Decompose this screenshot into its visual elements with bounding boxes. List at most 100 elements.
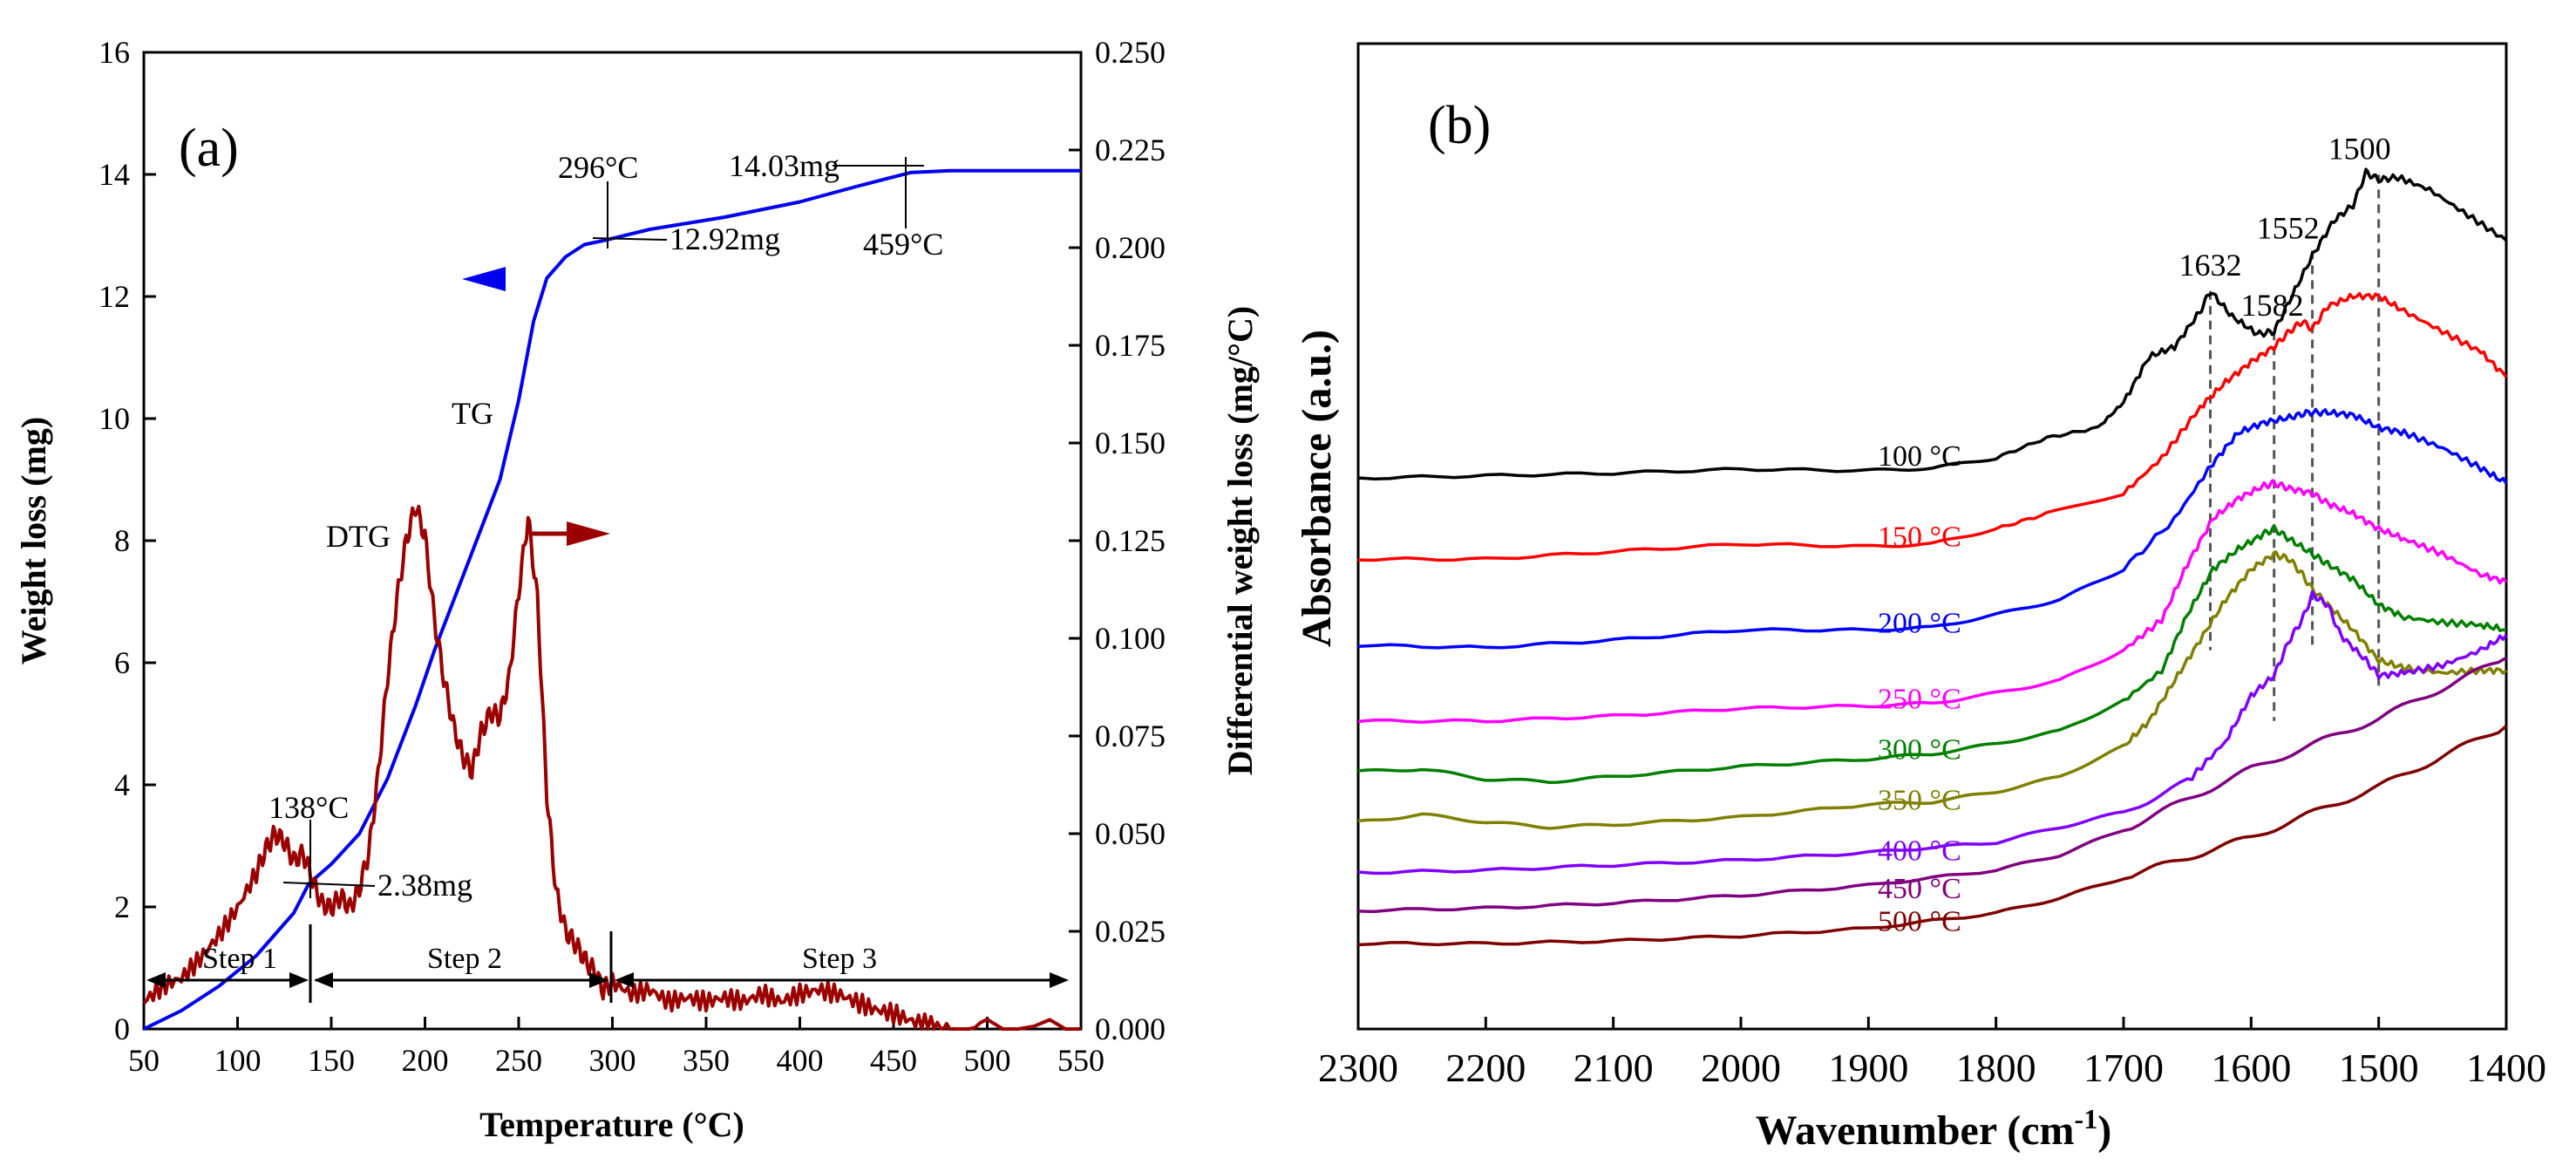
series-label-150c: 150 °C [1878,521,1961,554]
step-2-label: Step 2 [427,943,502,975]
peak-label-1552: 1552 [2257,210,2320,245]
a-y-tick-label: 10 [99,401,130,436]
peak-label-1632: 1632 [2179,248,2242,283]
a-y2-tick-label: 0.025 [1095,914,1166,949]
spectrum-450c [1357,656,2507,914]
b-x-tick-label: 1600 [2211,1046,2291,1090]
a-y-tick-label: 12 [99,279,130,314]
spectrum-350c [1357,550,2508,830]
series-label-200c: 200 °C [1878,607,1961,639]
annot-459c: 459°C [863,227,943,262]
a-x-tick-label: 350 [683,1043,730,1078]
panel-b-x-axis-title: Wavenumber (cm-1) [1756,1103,2111,1154]
panel-a-y-ticks: 0 2 4 6 8 10 12 14 16 [99,35,156,1046]
panel-a-y2-ticks: 0.000 0.025 0.050 0.075 0.100 0.125 0.150 0.175… [1069,35,1166,1046]
b-x-tick-label: 2200 [1445,1046,1526,1090]
a-x-tick-label: 150 [308,1043,355,1078]
panel-a-tg-dtg-chart: 50 100 150 200 250 300 350 400 450 500 550 0 2 4 6 8 10… [14,35,1260,1144]
series-label-300c: 300 °C [1878,733,1961,766]
step-1-arrow [146,972,309,988]
panel-b-ir-spectra-chart: 2300 2200 2100 2000 1900 1800 1700 1600 1500 1400… [1294,42,2546,1154]
spectrum-500c [1357,725,2508,947]
panel-b-x-ticks: 2300 2200 2100 2000 1900 1800 1700 1600 1500 1400 [1318,1017,2546,1090]
a-y2-tick-label: 0.000 [1095,1012,1166,1046]
spectrum-150c [1357,291,2508,562]
a-x-tick-label: 300 [589,1043,636,1078]
series-label-250c: 250 °C [1878,683,1961,715]
a-y-tick-label: 6 [114,645,130,680]
panel-a-y2-axis-title: Differential weight loss (mg/°C) [1220,306,1260,776]
a-y2-tick-label: 0.100 [1095,621,1166,656]
series-label-400c: 400 °C [1878,835,1961,867]
b-x-tick-label: 2000 [1701,1046,1781,1090]
a-y-tick-label: 0 [114,1012,130,1046]
a-y2-tick-label: 0.200 [1095,230,1166,265]
series-label-500c: 500 °C [1878,906,1961,938]
series-label-450c: 450 °C [1878,873,1961,905]
step-1-label: Step 1 [202,943,277,975]
annot-138c: 138°C [268,790,349,825]
b-x-tick-label: 1700 [2083,1046,2164,1090]
series-label-100c: 100 °C [1878,440,1961,473]
step-dividers [309,924,613,1003]
spectrum-400c [1357,589,2508,876]
panel-b-x-axis-title-sup: -1 [2075,1103,2098,1135]
b-x-tick-label: 2100 [1573,1046,1654,1090]
a-x-tick-label: 100 [214,1043,262,1078]
a-y-tick-label: 2 [114,889,130,924]
a-y2-tick-label: 0.075 [1095,719,1166,753]
a-y2-tick-label: 0.150 [1095,426,1166,460]
a-y-tick-label: 4 [114,767,130,802]
annot-2-38mg: 2.38mg [377,868,472,903]
annot-296c: 296°C [558,150,638,185]
spectrum-250c [1357,479,2508,724]
a-y2-tick-label: 0.050 [1095,816,1166,851]
a-x-tick-label: 500 [964,1043,1011,1078]
a-y-tick-label: 8 [114,523,130,558]
dtg-curve [142,504,1081,1031]
a-x-tick-label: 200 [402,1043,449,1078]
panel-b-x-axis-title-end: ) [2097,1107,2111,1154]
series-label-350c: 350 °C [1878,784,1961,816]
a-y2-tick-label: 0.225 [1095,133,1166,167]
annotation-leaders [282,157,924,898]
panel-b-series [1357,167,2508,947]
tg-curve-label: TG [452,396,493,431]
spectrum-300c [1357,524,2507,785]
b-x-tick-label: 2300 [1318,1046,1398,1090]
a-x-tick-label: 50 [128,1043,160,1078]
panel-b-x-axis-title-main: Wavenumber (cm [1756,1107,2075,1154]
step-3-label: Step 3 [802,943,877,975]
b-x-tick-label: 1800 [1956,1046,2036,1090]
a-x-tick-label: 250 [495,1043,542,1078]
panel-a-x-axis-title: Temperature (°C) [479,1105,744,1144]
a-x-tick-label: 400 [777,1043,824,1078]
a-x-tick-label: 450 [870,1043,917,1078]
spectrum-200c [1357,407,2508,650]
b-x-tick-label: 1400 [2466,1046,2546,1090]
panel-b-label: (b) [1428,96,1491,155]
panel-b-y-axis-title: Absorbance (a.u.) [1294,330,1340,647]
panel-a-y-axis-title: Weight loss (mg) [14,417,53,664]
dtg-curve-label: DTG [326,519,391,554]
a-y2-tick-label: 0.175 [1095,328,1166,363]
b-x-tick-label: 1500 [2339,1046,2419,1090]
annot-14-03mg: 14.03mg [729,148,839,183]
a-y-tick-label: 16 [99,35,130,70]
peak-label-1500: 1500 [2328,131,2391,166]
annot-12-92mg: 12.92mg [669,221,780,256]
spectrum-100c [1357,167,2508,481]
tg-axis-arrow [462,267,506,291]
panel-a-x-ticks: 50 100 150 200 250 300 350 400 450 500 550 [128,1017,1104,1078]
tg-curve [143,168,1081,1031]
a-y2-tick-label: 0.125 [1095,523,1166,558]
step-3-arrow [615,972,1069,988]
step-2-arrow [314,972,608,988]
a-x-tick-label: 550 [1057,1043,1104,1078]
a-y-tick-label: 14 [99,157,130,192]
dtg-axis-arrow [532,521,610,546]
panel-a-series [142,168,1081,1031]
panel-b-plot-frame [1356,42,2508,1031]
